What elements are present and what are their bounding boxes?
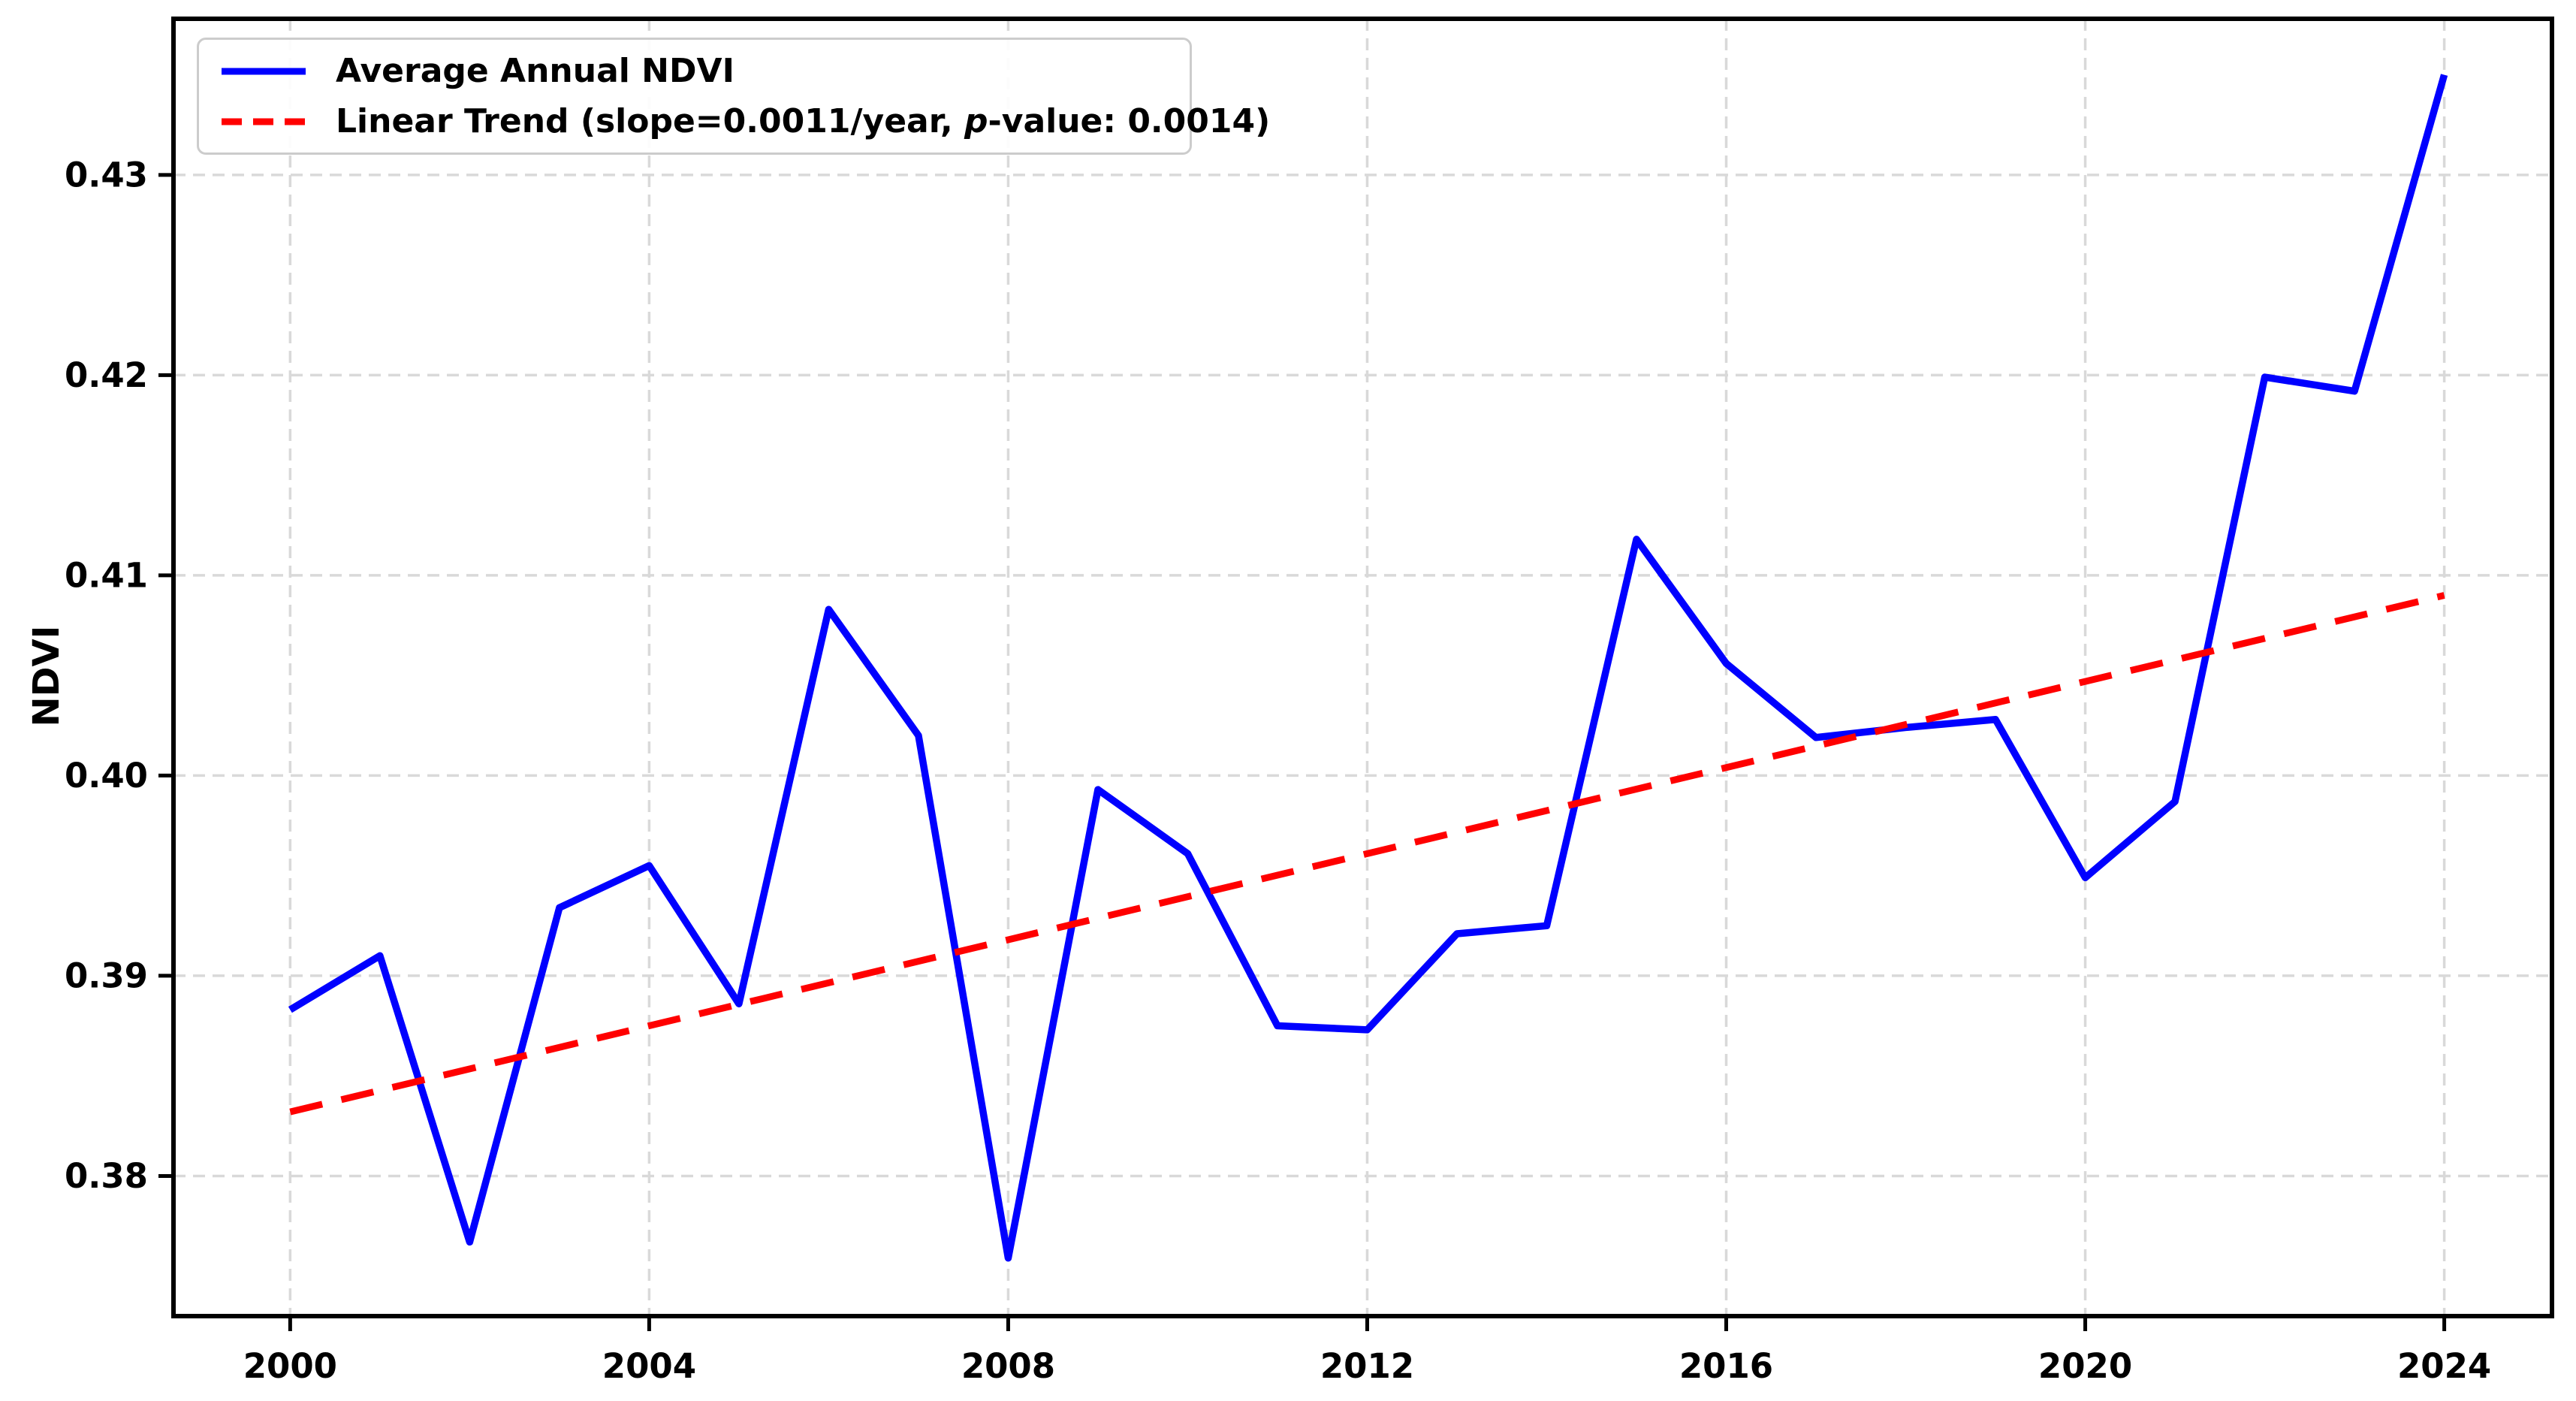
x-tick-label-2020: 2020 <box>2038 1346 2132 1386</box>
legend: Average Annual NDVI Linear Trend (slope=… <box>197 38 1270 155</box>
y-tick-label-0.41: 0.41 <box>65 556 148 596</box>
y-tick-label-0.42: 0.42 <box>65 355 148 395</box>
legend-label-trend-prefix: Linear Trend (slope=0.0011/year, <box>336 102 965 140</box>
y-tick-label-0.38: 0.38 <box>65 1156 148 1196</box>
legend-entry-trend: Linear Trend (slope=0.0011/year, p-value… <box>220 102 1270 140</box>
x-tick-label-2016: 2016 <box>1679 1346 1773 1386</box>
x-tick-label-2004: 2004 <box>602 1346 696 1386</box>
x-tick-label-2008: 2008 <box>961 1346 1055 1386</box>
y-tick-label-0.43: 0.43 <box>65 155 148 195</box>
y-tick-label-0.39: 0.39 <box>65 956 148 996</box>
plot-border <box>171 17 2554 1318</box>
legend-swatch-trend <box>222 118 306 125</box>
y-tick-label-0.40: 0.40 <box>65 756 148 796</box>
x-tick-label-2012: 2012 <box>1320 1346 1414 1386</box>
legend-label-trend-suffix: -value: 0.0014) <box>988 102 1271 140</box>
x-tick-label-2000: 2000 <box>243 1346 337 1386</box>
trend-line <box>289 592 2445 1116</box>
legend-label-ndvi: Average Annual NDVI <box>336 52 734 90</box>
legend-entry-ndvi: Average Annual NDVI <box>220 52 1169 90</box>
legend-label-trend: Linear Trend (slope=0.0011/year, p-value… <box>336 102 1270 140</box>
x-tick-label-2024: 2024 <box>2397 1346 2491 1386</box>
legend-swatch-ndvi <box>222 68 306 74</box>
legend-label-trend-p: p <box>964 102 988 140</box>
ndvi-line <box>288 74 2448 1262</box>
y-axis-label: NDVI <box>26 625 68 727</box>
